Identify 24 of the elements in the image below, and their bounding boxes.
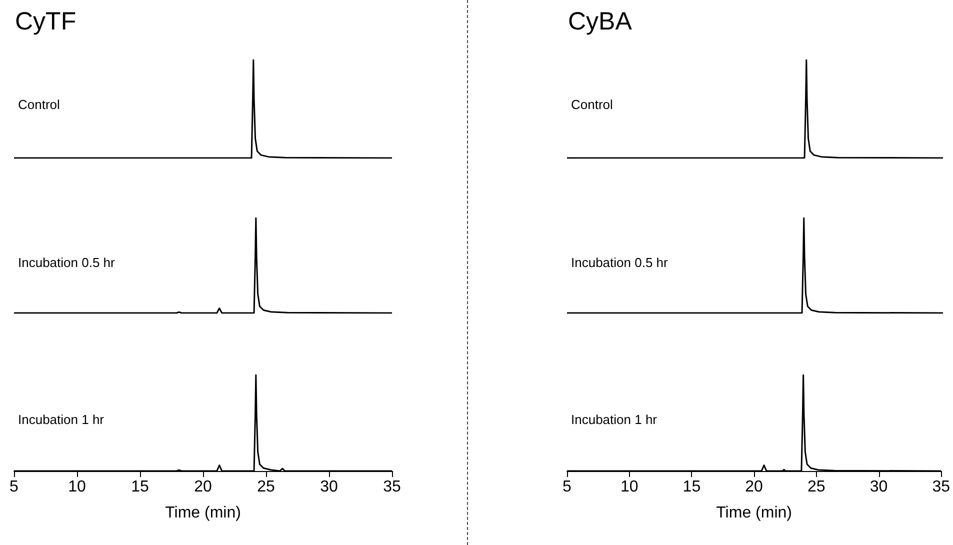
x-tick-label: 25 [808, 478, 826, 496]
annotation: Incubation 0.5 hr [18, 255, 116, 270]
annotation: Incubation 0.5 hr [571, 255, 669, 270]
x-tick-label: 15 [131, 478, 149, 496]
x-tick-label: 35 [383, 478, 401, 496]
annotation: Incubation 1 hr [18, 412, 105, 427]
x-axis-title: Time (min) [716, 504, 792, 522]
x-tick-label: 10 [68, 478, 86, 496]
x-tick-label: 5 [562, 478, 572, 496]
annotation: Incubation 1 hr [571, 412, 658, 427]
x-tick-label: 30 [870, 478, 888, 496]
chart-title: CyTF [15, 8, 76, 36]
annotation: Control [571, 97, 614, 112]
chart-title: CyBA [568, 8, 632, 36]
annotation: Control [18, 97, 60, 112]
x-tick-label: 35 [932, 478, 950, 496]
x-tick-label: 10 [620, 478, 638, 496]
x-axis-title: Time (min) [165, 504, 241, 522]
x-tick-label: 20 [194, 478, 212, 496]
x-tick-label: 25 [257, 478, 275, 496]
x-tick-label: 20 [745, 478, 764, 496]
x-tick-label: 15 [682, 478, 701, 496]
x-tick-label: 5 [10, 478, 19, 496]
x-tick-label: 30 [320, 478, 338, 496]
